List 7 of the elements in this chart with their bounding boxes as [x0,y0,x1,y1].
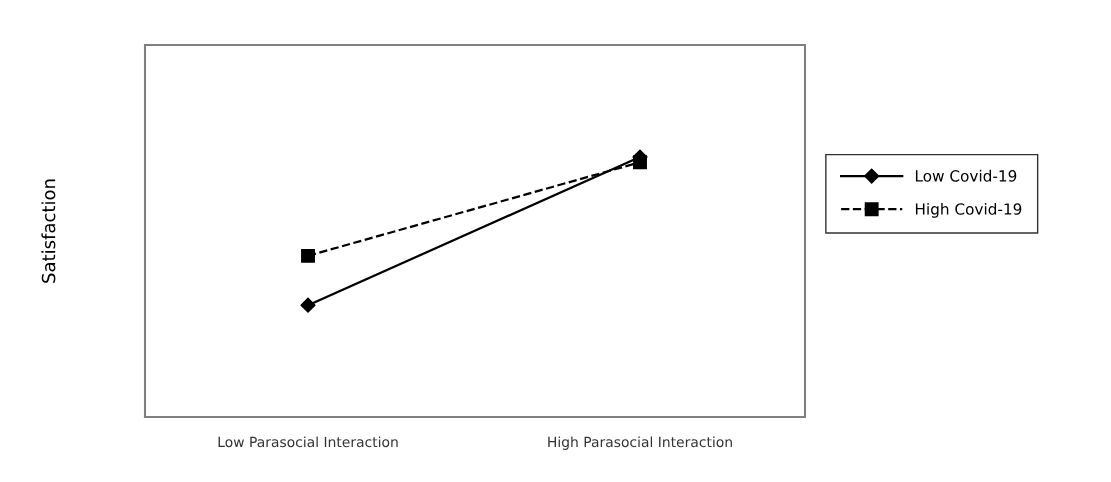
point [301,248,315,263]
point [300,297,316,313]
y-axis-title: Satisfaction [41,179,56,283]
legend-label: High Covid-19 [915,202,1022,218]
x-tick-label: High Parasocial Interaction [548,436,732,450]
x-tick-label: Low Parasocial Interaction [218,436,398,448]
legend-label: Low Covid-19 [915,169,1017,182]
